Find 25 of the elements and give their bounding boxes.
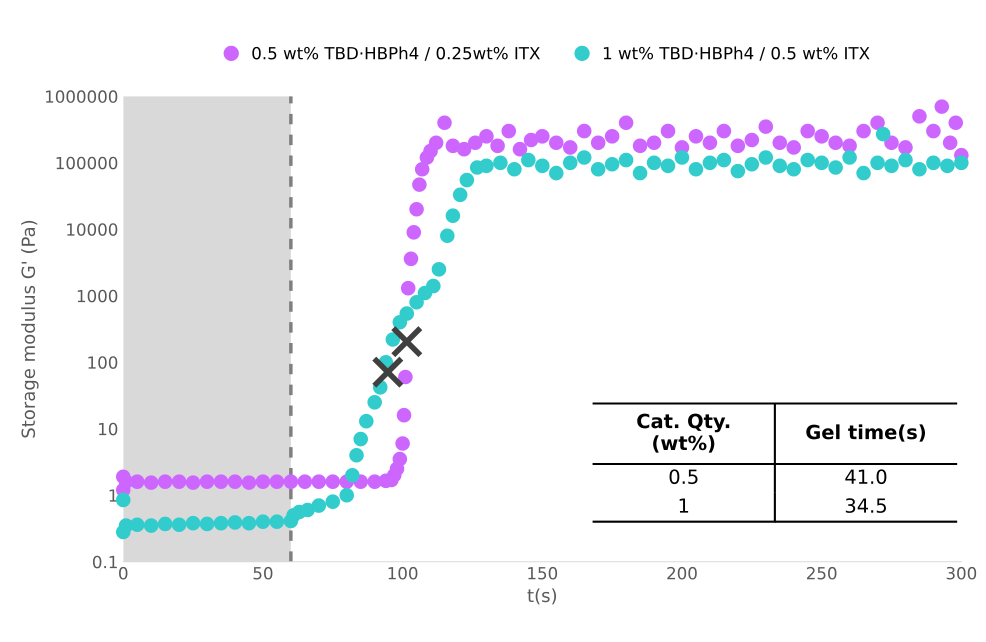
- x-tick-label: 200: [667, 566, 697, 580]
- annotation: 1: [680, 498, 688, 513]
- y-tick-label: 1000000: [46, 90, 118, 103]
- legend-label: 1 wt% TBD·HBPh4 / 0.5 wt% ITX: [604, 46, 870, 61]
- annotation: 0.5: [670, 469, 698, 484]
- y-tick-label: 10000: [67, 223, 118, 236]
- legend-label: 0.5 wt% TBD·HBPh4 / 0.25wt% ITX: [252, 46, 540, 61]
- x-tick-label: 300: [946, 566, 976, 580]
- y-tick-label: 100: [88, 356, 118, 369]
- annotation: Gel time(s): [806, 424, 926, 442]
- x-tick-label: 100: [388, 566, 418, 580]
- y-tick-label: 10: [99, 422, 118, 436]
- x-tick-label: 150: [528, 566, 558, 580]
- annotation: 34.5: [846, 498, 886, 513]
- x-tick-label: 250: [806, 566, 836, 580]
- y-tick-label: 1000: [78, 290, 118, 302]
- x-tick-label: 50: [254, 566, 272, 580]
- x-tick-label: 0: [119, 566, 128, 580]
- y-tick-label: 1: [110, 489, 117, 502]
- y-tick-label: 0.1: [92, 556, 117, 568]
- y-axis-title: Storage modulus G' (Pa): [21, 220, 39, 438]
- y-tick-label: 100000: [56, 156, 118, 170]
- x-axis-title: t(s): [528, 588, 556, 604]
- annotation: 41.0: [845, 469, 886, 484]
- annotation: Cat. Qty. (wt%): [637, 414, 730, 453]
